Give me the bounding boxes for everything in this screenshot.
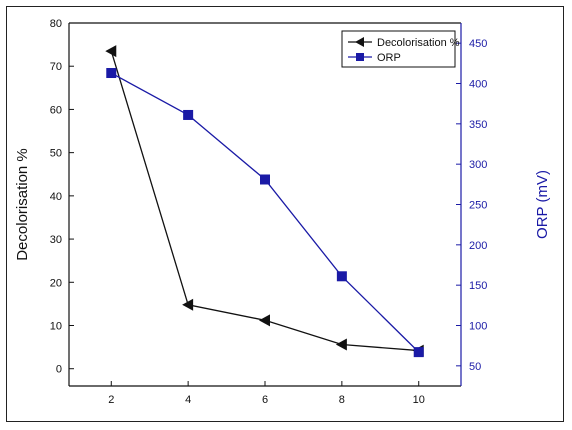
y-left-axis-title: Decolorisation %: [14, 148, 31, 261]
y-right-tick-label: 100: [469, 321, 487, 333]
x-tick-label: 2: [108, 394, 114, 406]
x-tick-label: 8: [339, 394, 345, 406]
legend-label-2: ORP: [377, 52, 401, 64]
orp-data-point: [260, 174, 270, 185]
orp-data-point: [413, 347, 424, 358]
y-right-tick-label: 350: [469, 119, 487, 131]
y-left-tick-label: 10: [50, 321, 62, 333]
y-right-tick-label: 50: [469, 361, 481, 373]
y-right-tick-label: 150: [469, 280, 487, 292]
y-right-tick-label: 400: [469, 79, 487, 91]
y-left-tick-label: 30: [50, 234, 62, 246]
decolorisation-data-point: [105, 45, 117, 58]
y-left-tick-label: 20: [50, 277, 62, 289]
decolorisation-data-point: [182, 298, 194, 311]
orp-data-point: [336, 271, 347, 282]
decolorisation-data-point: [335, 338, 347, 351]
orp-data-point: [183, 109, 194, 120]
legend-label-1: Decolorisation %: [377, 37, 460, 49]
figure-frame: 0 10 20 30 40 50 60 70 80 50 100 150 200 250 300 350 400…: [6, 6, 564, 422]
x-tick-label: 6: [262, 394, 268, 406]
y-right-axis-title: ORP (mV): [534, 170, 551, 239]
x-tick-label: 4: [185, 394, 191, 406]
y-left-tick-label: 40: [50, 191, 62, 203]
series-line-1: [110, 50, 419, 352]
dual-axis-line-chart: 0 10 20 30 40 50 60 70 80 50 100 150 200 250 300 350 400…: [14, 18, 551, 406]
orp-data-point: [106, 68, 117, 79]
y-right-tick-label: 450: [469, 38, 487, 50]
y-left-tick-label: 60: [50, 104, 62, 116]
legend-marker-triangle: [355, 37, 364, 47]
y-right-tick-label: 250: [469, 200, 487, 212]
legend-marker-square: [356, 53, 364, 61]
y-left-tick-label: 80: [50, 18, 62, 30]
y-right-tick-label: 200: [469, 240, 487, 252]
y-left-tick-label: 70: [50, 61, 62, 73]
decolorisation-data-point: [259, 314, 270, 327]
x-tick-label: 10: [413, 394, 425, 406]
y-left-tick-label: 50: [50, 148, 62, 160]
y-left-tick-label: 0: [56, 364, 62, 376]
y-right-tick-label: 300: [469, 159, 487, 171]
series-line-2: [110, 72, 420, 353]
